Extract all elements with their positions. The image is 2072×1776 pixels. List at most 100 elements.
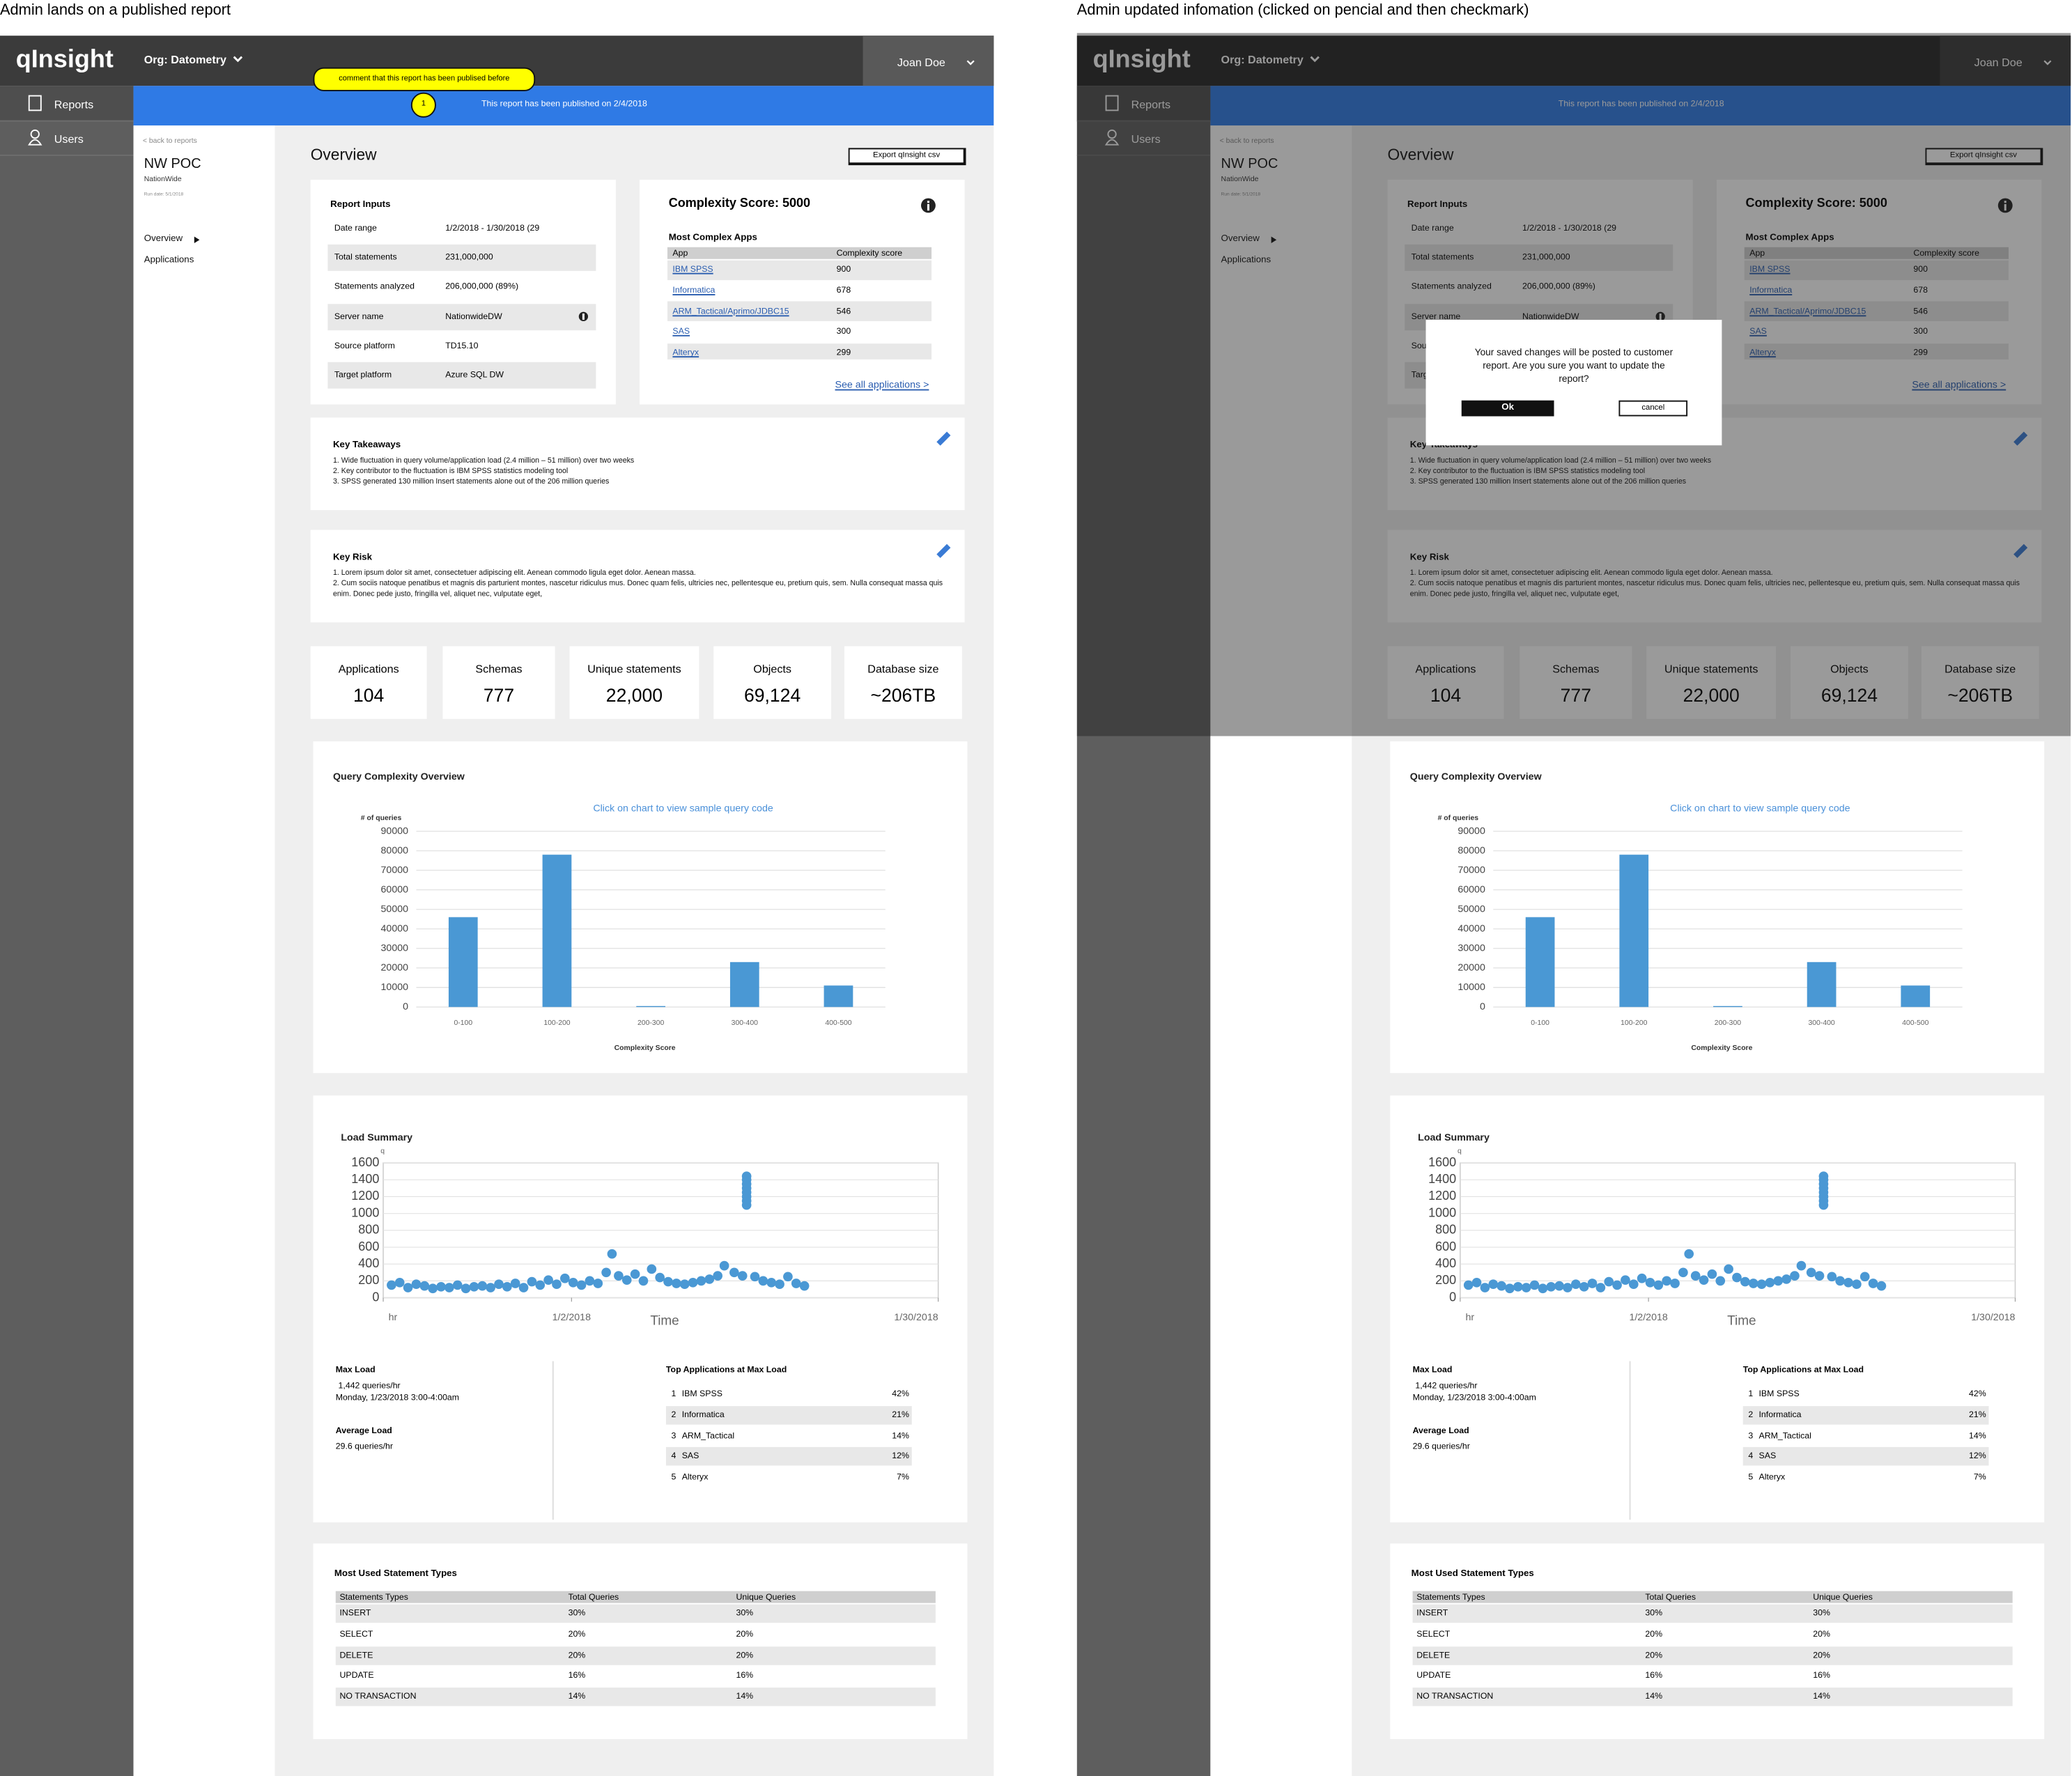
bar[interactable]	[824, 985, 853, 1007]
load-point	[1818, 1171, 1829, 1182]
app-link[interactable]: ARM_Tactical/Aprimo/JDBC15	[672, 307, 789, 316]
subnav-link[interactable]: Applications	[144, 256, 194, 265]
stat-card: Schemas 777	[442, 646, 555, 719]
col-header: Statements Types	[339, 1592, 408, 1602]
load-point	[1773, 1276, 1784, 1286]
report-inputs-card: Report Inputs Date range 1/2/2018 - 1/30/2…	[310, 179, 616, 405]
pencil-body[interactable]	[2013, 431, 2028, 446]
back-link[interactable]: < back to reports	[1219, 137, 1274, 146]
chart-subtitle[interactable]: Click on chart to view sample query code	[1670, 803, 1850, 814]
stat-label: Schemas	[475, 662, 523, 676]
app-link[interactable]: SAS	[1749, 327, 1767, 337]
load-point	[452, 1280, 463, 1290]
cell: 20%	[736, 1651, 754, 1660]
app-link[interactable]: Informatica	[672, 286, 716, 295]
nav-item[interactable]: Users	[1076, 121, 1211, 156]
app-score: 299	[1913, 348, 1928, 358]
load-point	[663, 1276, 673, 1287]
app-link[interactable]: Alteryx	[1749, 348, 1776, 358]
app-link[interactable]: ARM_Tactical/Aprimo/JDBC15	[1749, 307, 1866, 316]
app-name: ARM_Tactical	[681, 1431, 735, 1441]
load-point	[1612, 1280, 1622, 1290]
input-label: Server name	[334, 311, 384, 322]
user-menu[interactable]: Joan Doe	[1940, 36, 2071, 86]
arrow-icon	[194, 236, 200, 243]
y-tick-label: 800	[1435, 1223, 1456, 1237]
row-bg	[1412, 1688, 2013, 1706]
org-selector[interactable]: Org: Datometry	[144, 52, 226, 66]
page-title: Overview	[310, 145, 377, 164]
pencil-body[interactable]	[936, 431, 951, 446]
bar[interactable]	[1619, 854, 1649, 1007]
subnav-link[interactable]: Overview	[144, 234, 183, 244]
x-tick-label: 300-400	[732, 1019, 758, 1027]
edit-icon[interactable]	[2011, 543, 2028, 560]
bar[interactable]	[448, 917, 478, 1007]
user-name: Joan Doe	[897, 55, 945, 69]
edit-icon[interactable]	[934, 543, 951, 560]
export-button[interactable]: Export qInsight csv	[848, 148, 966, 166]
load-point	[527, 1276, 537, 1287]
user-name: Joan Doe	[1974, 55, 2023, 69]
stat-label: Applications	[338, 662, 399, 676]
sidebar: Reports Users	[1076, 86, 1211, 1776]
input-label: Total statements	[1411, 253, 1474, 263]
see-all-link[interactable]: See all applications >	[835, 378, 929, 391]
y-tick-label: 1000	[351, 1205, 379, 1219]
client-name: NationWide	[1221, 176, 1259, 184]
load-point	[1707, 1269, 1717, 1279]
logo: qInsight	[1092, 46, 1191, 75]
app-name: Alteryx	[681, 1473, 709, 1483]
y-tick-label: 80000	[1458, 845, 1485, 856]
info-icon	[1997, 197, 2012, 213]
header-bg	[1744, 247, 2009, 259]
pencil-body[interactable]	[2013, 543, 2028, 558]
app-link[interactable]: Alteryx	[672, 348, 699, 358]
subnav-link[interactable]: Applications	[1221, 256, 1271, 265]
top-bar: qInsight Org: Datometry Joan Doe	[0, 36, 994, 86]
share: 42%	[892, 1389, 909, 1399]
subnav-link[interactable]: Overview	[1221, 234, 1260, 244]
app-link[interactable]: IBM SPSS	[672, 265, 713, 275]
load-point	[1497, 1281, 1506, 1291]
nav-item[interactable]: Reports	[1076, 86, 1211, 122]
nav-item[interactable]: Reports	[0, 86, 134, 122]
share: 14%	[892, 1431, 909, 1441]
back-link[interactable]: < back to reports	[142, 137, 197, 146]
export-button[interactable]: Export qInsight csv	[1925, 148, 2043, 166]
bar[interactable]	[729, 962, 759, 1007]
user-menu[interactable]: Joan Doe	[863, 36, 994, 86]
bar[interactable]	[542, 854, 572, 1007]
card-title: Most Used Statement Types	[334, 1569, 457, 1579]
edit-icon[interactable]	[2011, 431, 2028, 448]
app-score: 678	[836, 286, 851, 295]
bar[interactable]	[1901, 985, 1931, 1007]
see-all-link[interactable]: See all applications >	[1912, 378, 2007, 391]
org-selector[interactable]: Org: Datometry	[1221, 52, 1304, 66]
chevron-icon	[2043, 60, 2052, 65]
load-point	[1748, 1279, 1758, 1288]
y-tick-label: 0	[403, 1001, 408, 1012]
bar[interactable]	[1525, 917, 1555, 1007]
app-link[interactable]: IBM SPSS	[1749, 265, 1791, 275]
ok-button[interactable]: Ok	[1461, 400, 1554, 417]
cancel-button[interactable]: cancel	[1618, 400, 1688, 417]
col-header: Total Queries	[568, 1592, 619, 1602]
load-point	[585, 1276, 595, 1286]
run-date: Run date: 5/1/2018	[1221, 192, 1261, 197]
bar[interactable]	[636, 1005, 665, 1007]
app-link[interactable]: Informatica	[1749, 286, 1793, 295]
load-point	[688, 1277, 698, 1288]
pencil-body[interactable]	[936, 543, 951, 558]
load-point	[1765, 1277, 1775, 1288]
y-tick-label: 70000	[381, 865, 409, 876]
edit-icon[interactable]	[934, 431, 951, 448]
nav-item[interactable]: Users	[0, 121, 134, 156]
app-link[interactable]: SAS	[672, 327, 690, 337]
chart-subtitle[interactable]: Click on chart to view sample query code	[593, 803, 773, 814]
stat-title: Average Load	[1412, 1426, 1469, 1436]
stat-card: Objects 69,124	[1791, 646, 1908, 719]
bar[interactable]	[1713, 1005, 1742, 1007]
bar[interactable]	[1807, 962, 1837, 1007]
